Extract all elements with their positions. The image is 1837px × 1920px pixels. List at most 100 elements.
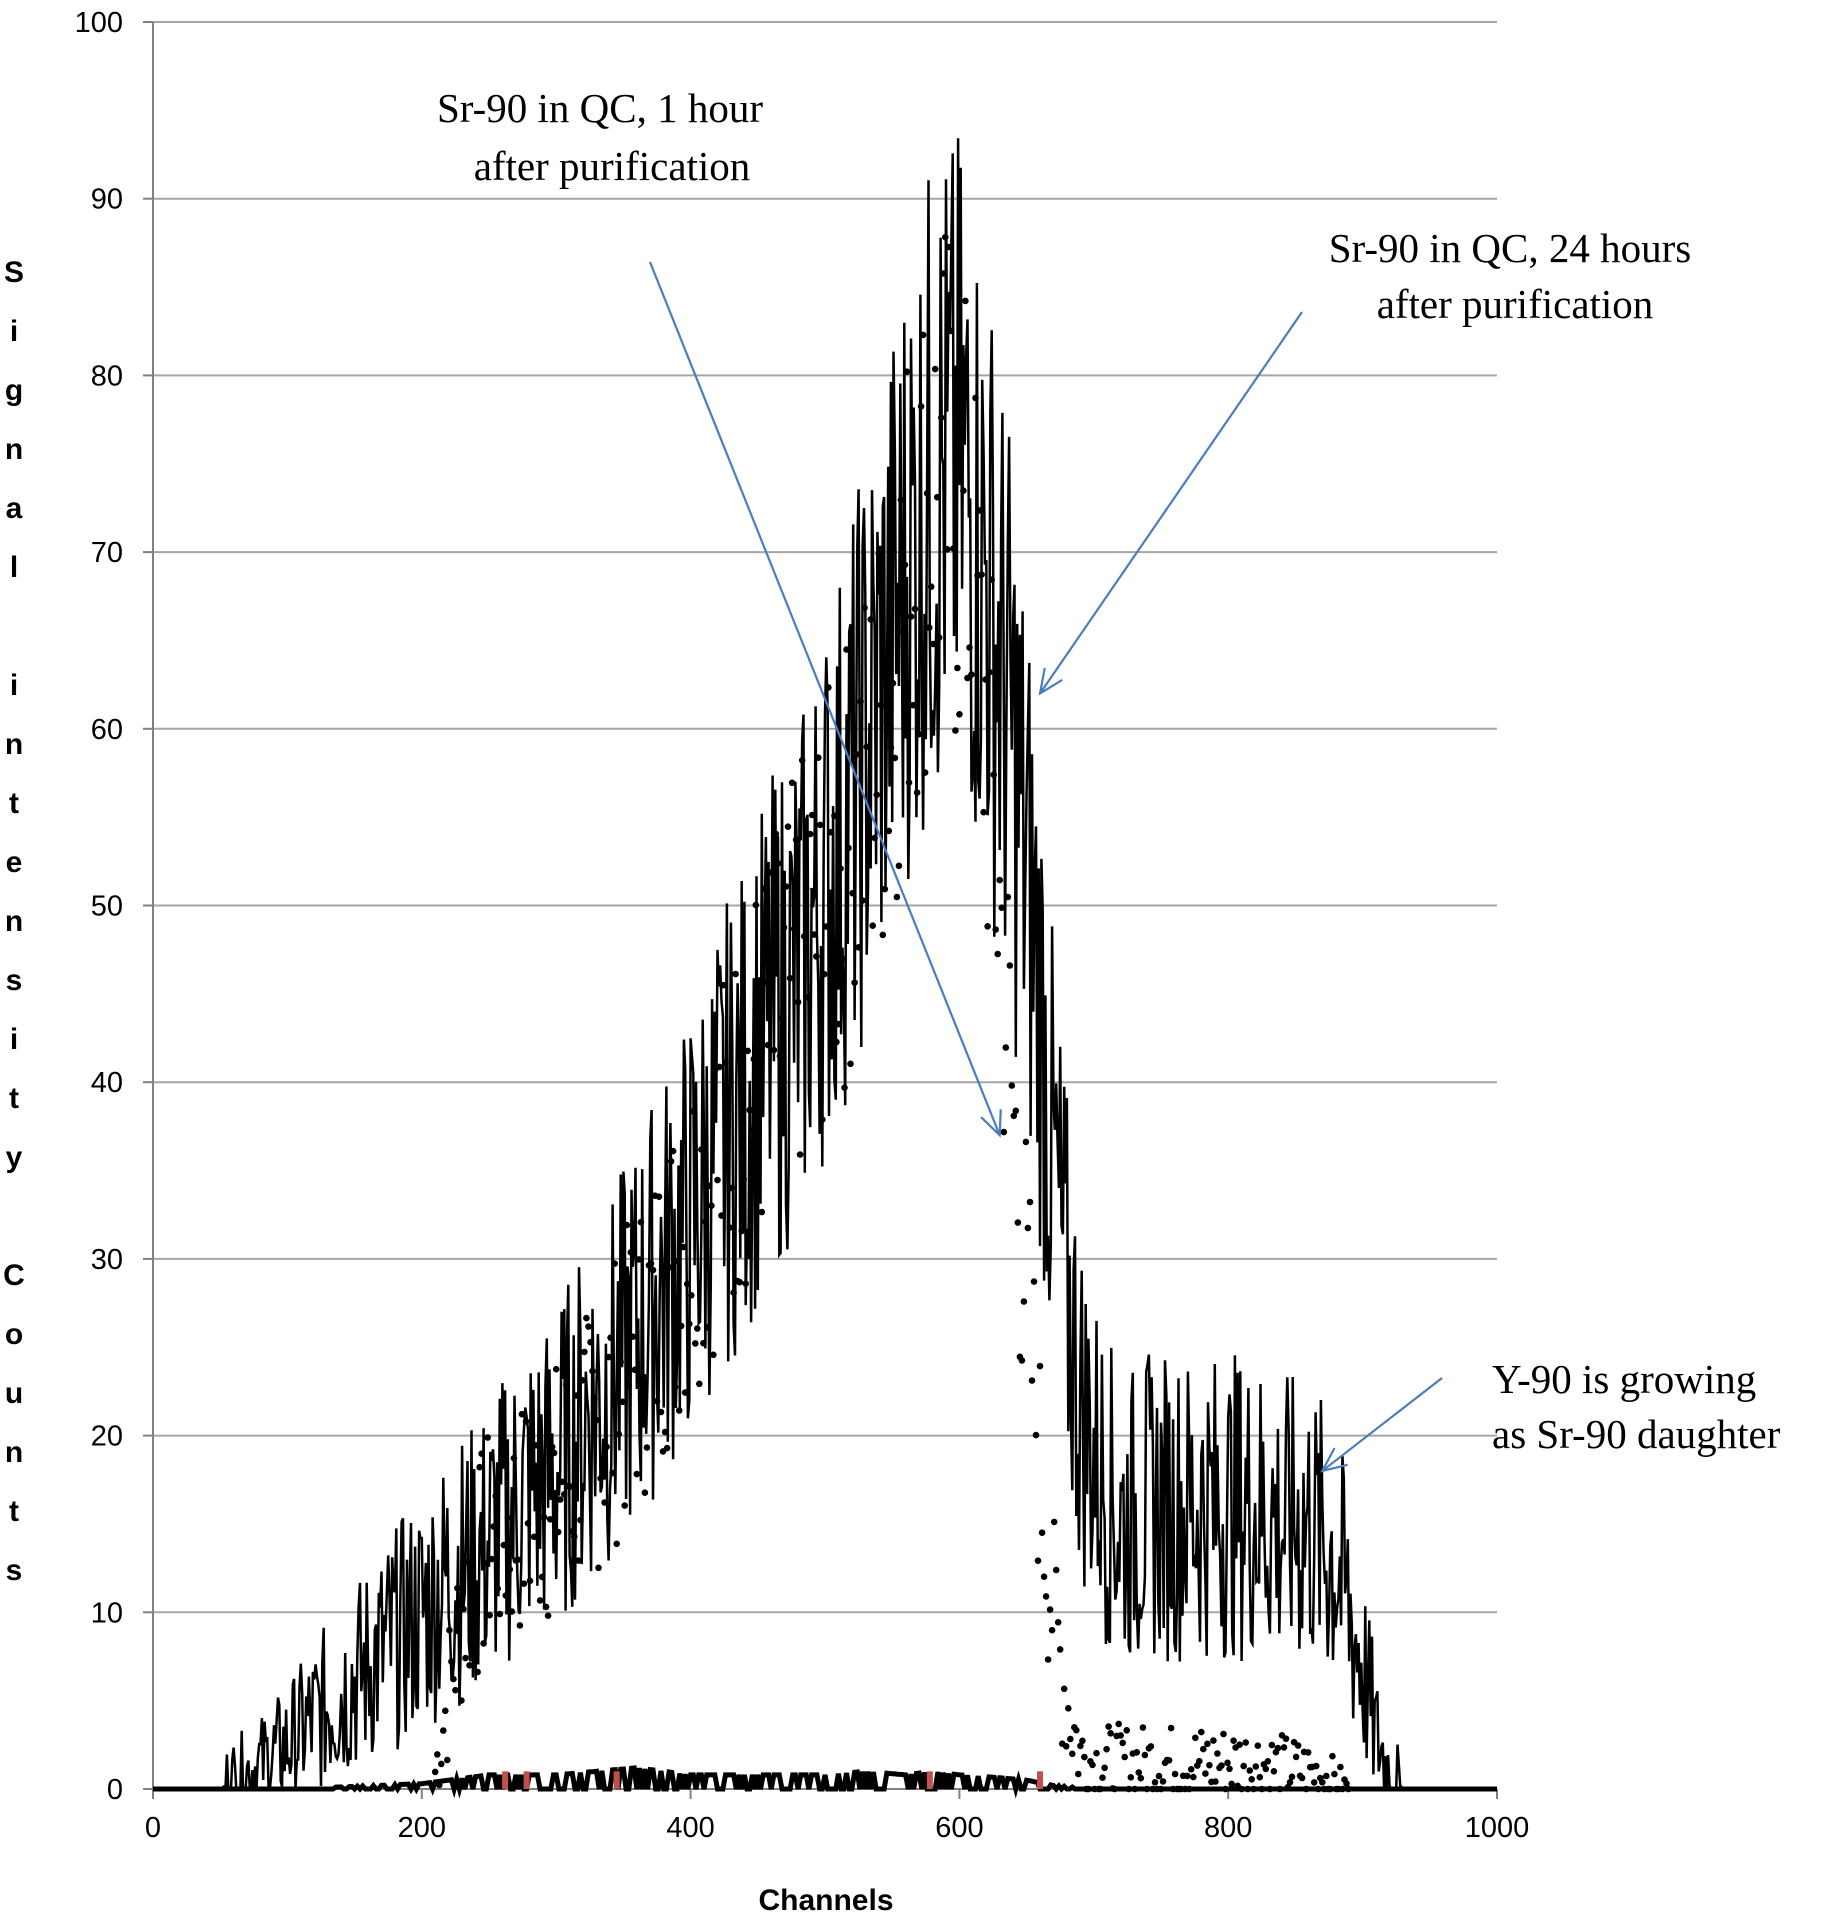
y-axis-title-letter: i bbox=[10, 1023, 18, 1056]
series-dotted-point bbox=[1024, 1224, 1032, 1232]
series-dotted-point bbox=[952, 727, 959, 734]
series-dotted-point bbox=[1196, 1757, 1203, 1765]
series-dotted-point bbox=[962, 297, 969, 305]
y-axis-title-letter: i bbox=[10, 315, 18, 348]
y-axis-title-letter: g bbox=[5, 374, 23, 407]
series-dotted-point bbox=[893, 893, 901, 901]
series-dotted-point bbox=[1228, 1780, 1235, 1788]
series-dotted-point bbox=[984, 923, 991, 930]
series-dotted-point bbox=[1034, 1557, 1042, 1564]
series-dotted-point bbox=[585, 1323, 592, 1330]
y-axis-title-letter: e bbox=[6, 846, 23, 879]
series-dotted-point bbox=[1190, 1773, 1197, 1781]
series-dotted-point bbox=[694, 1325, 701, 1332]
series-dotted-point bbox=[1220, 1730, 1227, 1738]
series-dotted-point bbox=[1133, 1749, 1141, 1756]
arrow-head-1 bbox=[1038, 667, 1063, 696]
series-dotted-point bbox=[1262, 1765, 1270, 1773]
series-dotted-point bbox=[1252, 1763, 1260, 1770]
annotation-24h-line2: after purification bbox=[1377, 281, 1654, 327]
series-dotted-point bbox=[1331, 1770, 1338, 1778]
series-dotted-point bbox=[1319, 1779, 1326, 1786]
series-dotted-point bbox=[1012, 1107, 1020, 1115]
series-solid-line bbox=[153, 138, 1497, 1791]
series-dotted-point bbox=[1135, 1769, 1143, 1776]
y-axis-title-letter: n bbox=[5, 905, 23, 938]
series-baseline bbox=[153, 1765, 1497, 1799]
series-dotted-point bbox=[1329, 1752, 1336, 1760]
series-dotted-point bbox=[1192, 1734, 1199, 1742]
annotation-arrows bbox=[648, 261, 1443, 1473]
series-dotted-point bbox=[879, 931, 887, 939]
baseline-mark bbox=[613, 1771, 620, 1789]
x-tick-label-200: 200 bbox=[398, 1812, 446, 1844]
series-dotted-point bbox=[1018, 1357, 1026, 1364]
annotations: Sr-90 in QC, 1 hour after purification S… bbox=[437, 85, 1781, 1457]
series-dotted-point bbox=[1155, 1772, 1163, 1780]
series-dotted-point bbox=[476, 1463, 483, 1471]
series-dotted-point bbox=[575, 1557, 582, 1564]
series-dotted-point bbox=[758, 1208, 766, 1216]
x-tick-label-800: 800 bbox=[1204, 1812, 1252, 1844]
series-dotted-point bbox=[1006, 962, 1014, 969]
series-dotted-point bbox=[996, 876, 1003, 884]
arrow-1 bbox=[1039, 311, 1303, 695]
series-dotted-point bbox=[552, 1365, 560, 1373]
y-tick-label-60: 60 bbox=[91, 714, 123, 746]
series-dotted-point bbox=[484, 1434, 492, 1441]
series-dotted-point bbox=[619, 1398, 626, 1406]
series-dotted-point bbox=[1139, 1724, 1147, 1731]
series-dotted-point bbox=[1036, 1362, 1044, 1370]
series-dotted-point bbox=[1099, 1774, 1106, 1781]
series-dotted-point bbox=[1010, 1112, 1018, 1120]
series-dotted-point bbox=[1310, 1779, 1318, 1786]
y-axis-title-letter: l bbox=[10, 551, 18, 584]
series-dotted-point bbox=[1115, 1720, 1122, 1728]
series-dotted-point bbox=[1242, 1739, 1249, 1746]
arrow-head-0 bbox=[980, 1109, 1002, 1138]
series-dotted-point bbox=[1056, 1646, 1064, 1653]
series-dotted-point bbox=[1038, 1529, 1046, 1536]
series-dotted-point bbox=[736, 1278, 743, 1286]
series-dotted-point bbox=[1198, 1728, 1205, 1736]
series-dotted-point bbox=[431, 1768, 439, 1776]
series-dotted-point bbox=[1206, 1761, 1213, 1769]
series-dotted-point bbox=[1286, 1779, 1294, 1786]
series-dotted-point bbox=[1202, 1770, 1209, 1777]
baseline-mark bbox=[1037, 1771, 1044, 1789]
series-dotted-point bbox=[1204, 1740, 1211, 1748]
series-dotted-point bbox=[1240, 1762, 1247, 1770]
series-dotted-point bbox=[1067, 1735, 1074, 1743]
annotation-y90-line2: as Sr-90 daughter bbox=[1492, 1411, 1781, 1457]
series-dotted-point bbox=[692, 1340, 699, 1347]
x-tick-label-1000: 1000 bbox=[1465, 1812, 1530, 1844]
series-dotted-point bbox=[1119, 1739, 1126, 1747]
y-axis-title-letter: n bbox=[5, 433, 23, 466]
y-axis-title-letter: y bbox=[6, 1141, 23, 1174]
series-dotted-point bbox=[641, 1489, 649, 1496]
series-dotted-point bbox=[1141, 1751, 1149, 1759]
series-group bbox=[153, 138, 1497, 1799]
series-dotted-point bbox=[440, 1727, 447, 1734]
series-dotted-point bbox=[1337, 1763, 1344, 1771]
series-dotted-point bbox=[1288, 1773, 1296, 1781]
annotation-24h-line1: Sr-90 in QC, 24 hours bbox=[1329, 225, 1692, 271]
series-dotted-point bbox=[1282, 1735, 1290, 1742]
series-dotted-point bbox=[1042, 1593, 1050, 1600]
series-dotted-point bbox=[980, 808, 987, 816]
series-dotted-point bbox=[931, 365, 939, 373]
y-axis-title-letter: t bbox=[9, 1082, 19, 1115]
series-dotted-point bbox=[1187, 1766, 1195, 1773]
series-dotted-point bbox=[1030, 1278, 1038, 1285]
y-axis-title-letter: i bbox=[10, 669, 18, 702]
series-dotted-point bbox=[438, 1760, 445, 1768]
series-dotted-point bbox=[1312, 1762, 1320, 1770]
series-dotted-point bbox=[1167, 1724, 1175, 1732]
series-dotted-point bbox=[1246, 1767, 1253, 1774]
series-dotted-point bbox=[1292, 1753, 1300, 1761]
series-dotted-point bbox=[956, 711, 963, 718]
series-dotted-point bbox=[1226, 1765, 1233, 1773]
